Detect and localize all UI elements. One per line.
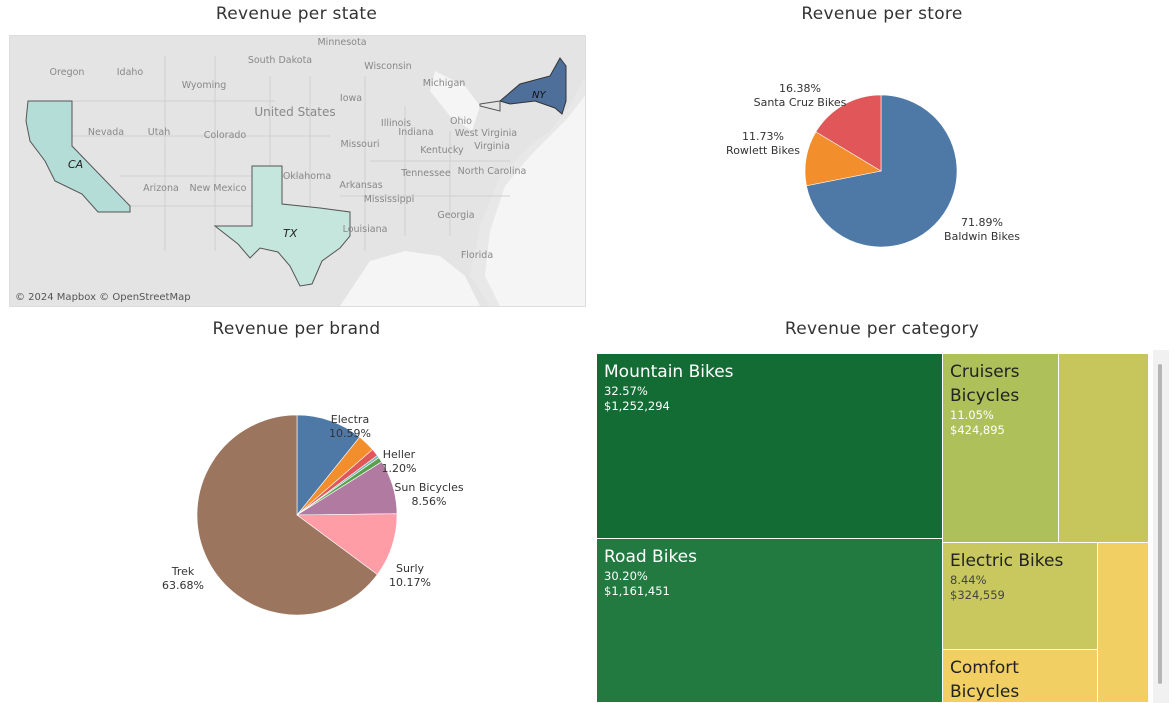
map-credit: © 2024 Mapbox © OpenStreetMap bbox=[15, 292, 191, 303]
state-ca[interactable] bbox=[25, 100, 131, 213]
store-slice-santa-cruz-bikes[interactable] bbox=[815, 94, 882, 172]
brand-label-electra: Electra bbox=[331, 413, 369, 426]
map-label-georgia: Georgia bbox=[437, 210, 474, 221]
brand-label-heller: Heller bbox=[383, 448, 416, 461]
brand-label-pct-surly: 10.17% bbox=[389, 576, 431, 589]
store-pie-chart: 16.38% Santa Cruz Bikes 11.73% Rowlett B… bbox=[726, 82, 1020, 248]
title-revenue-per-store: Revenue per store bbox=[801, 4, 963, 24]
map-label-iowa: Iowa bbox=[340, 93, 362, 104]
map-label-north-carolina: North Carolina bbox=[458, 166, 527, 177]
treemap-cell-electric-bikes[interactable]: Electric Bikes 8.44% $324,559 bbox=[943, 543, 1098, 650]
map-label-colorado: Colorado bbox=[204, 130, 247, 141]
treemap-cell-cruisers-bicycles[interactable]: Cruisers Bicycles 11.05% $424,895 bbox=[943, 354, 1059, 543]
map-label-missouri: Missouri bbox=[340, 139, 379, 150]
title-revenue-per-brand: Revenue per brand bbox=[212, 319, 381, 339]
cell-name: Comfort Bicycles bbox=[950, 658, 1020, 702]
brand-slice-electra[interactable] bbox=[296, 414, 361, 516]
map-water-lakes bbox=[430, 71, 480, 131]
state-ny[interactable] bbox=[498, 57, 567, 115]
store-label-santacruz: Santa Cruz Bikes bbox=[754, 96, 847, 109]
store-label-baldwin: Baldwin Bikes bbox=[944, 230, 1020, 243]
title-revenue-per-state: Revenue per state bbox=[215, 4, 378, 24]
brand-label-surly: Surly bbox=[396, 562, 425, 575]
map-label-mississippi: Mississippi bbox=[364, 194, 415, 205]
cell-value: $1,161,451 bbox=[604, 584, 670, 598]
brand-label-pct-electra: 10.59% bbox=[329, 427, 371, 440]
treemap-cell-unlabeled-1[interactable] bbox=[1059, 354, 1149, 543]
map-water-atlantic bbox=[485, 96, 585, 306]
map-label-illinois: Illinois bbox=[381, 118, 411, 129]
map-water-gulf bbox=[340, 251, 480, 306]
cell-pct: 11.05% bbox=[950, 408, 994, 422]
map-borders bbox=[70, 56, 510, 256]
title-revenue-per-category: Revenue per category bbox=[784, 319, 980, 339]
cell-pct: 8.44% bbox=[950, 573, 987, 587]
label-ca: CA bbox=[68, 158, 83, 171]
scrollbar-thumb[interactable] bbox=[1158, 364, 1162, 684]
cell-value: $1,252,294 bbox=[604, 399, 670, 413]
map-label-indiana: Indiana bbox=[398, 127, 433, 138]
store-label-pct-santacruz: 16.38% bbox=[779, 82, 821, 95]
label-ny: NY bbox=[532, 90, 546, 101]
vertical-scrollbar[interactable] bbox=[1153, 350, 1169, 703]
treemap-cell-comfort-bicycles[interactable]: Comfort Bicycles bbox=[943, 650, 1098, 703]
brand-label-trek: Trek bbox=[171, 565, 195, 578]
map-label-oklahoma: Oklahoma bbox=[283, 171, 331, 182]
store-label-pct-rowlett: 11.73% bbox=[742, 130, 784, 143]
map-label-minnesota: Minnesota bbox=[317, 37, 366, 48]
map-label-michigan: Michigan bbox=[423, 78, 466, 89]
map-label-west-virginia: West Virginia bbox=[455, 128, 517, 139]
treemap-cell-mountain-bikes[interactable]: Mountain Bikes 32.57% $1,252,294 bbox=[597, 354, 943, 539]
map-bg-labels: Minnesota South Dakota Wisconsin Michigan Or… bbox=[50, 37, 527, 261]
cell-value: $324,559 bbox=[950, 588, 1005, 602]
cell-name: Electric Bikes bbox=[950, 551, 1064, 571]
map-label-south-dakota: South Dakota bbox=[248, 55, 312, 66]
map-label-utah: Utah bbox=[148, 127, 171, 138]
map-label-nevada: Nevada bbox=[88, 127, 124, 138]
cell-pct: 32.57% bbox=[604, 384, 648, 398]
map-label-florida: Florida bbox=[461, 250, 493, 261]
brand-label-pct-heller: 1.20% bbox=[382, 462, 417, 475]
map-label-wisconsin: Wisconsin bbox=[364, 61, 411, 72]
map-label-tennessee: Tennessee bbox=[400, 168, 451, 179]
store-slice-baldwin-bikes[interactable] bbox=[806, 94, 958, 248]
map-label-arizona: Arizona bbox=[143, 183, 179, 194]
state-map[interactable]: CA TX NY Minnesota South Dakota Wisconsin M… bbox=[9, 35, 586, 307]
cell-name: Road Bikes bbox=[604, 547, 698, 567]
treemap-cell-unlabeled-2[interactable] bbox=[1098, 543, 1149, 703]
map-label-new-mexico: New Mexico bbox=[190, 183, 247, 194]
map-label-wyoming: Wyoming bbox=[182, 80, 227, 91]
brand-label-sun: Sun Bicycles bbox=[394, 481, 463, 494]
map-label-virginia: Virginia bbox=[474, 141, 510, 152]
cell-name: Mountain Bikes bbox=[604, 362, 734, 382]
map-label-louisiana: Louisiana bbox=[343, 224, 388, 235]
map-label-united-states: United States bbox=[254, 105, 335, 119]
label-tx: TX bbox=[283, 227, 298, 240]
map-label-oregon: Oregon bbox=[50, 67, 85, 78]
cell-pct: 30.20% bbox=[604, 569, 648, 583]
map-label-ohio: Ohio bbox=[450, 116, 472, 127]
store-label-rowlett: Rowlett Bikes bbox=[726, 144, 800, 157]
category-treemap: Mountain Bikes 32.57% $1,252,294 Road Bi… bbox=[597, 354, 1149, 703]
store-label-pct-baldwin: 71.89% bbox=[961, 216, 1003, 229]
treemap-cell-road-bikes[interactable]: Road Bikes 30.20% $1,161,451 bbox=[597, 539, 943, 703]
brand-label-pct-sun: 8.56% bbox=[412, 495, 447, 508]
map-label-kentucky: Kentucky bbox=[420, 145, 464, 156]
map-label-arkansas: Arkansas bbox=[339, 180, 382, 191]
state-pa-hint bbox=[479, 100, 501, 112]
brand-slice-trek[interactable] bbox=[196, 414, 378, 616]
cell-value: $424,895 bbox=[950, 423, 1005, 437]
state-tx[interactable] bbox=[213, 165, 351, 287]
map-label-idaho: Idaho bbox=[117, 67, 144, 78]
brand-label-pct-trek: 63.68% bbox=[162, 579, 204, 592]
brand-pie-chart: Electra 10.59% Heller 1.20% Sun Bicycles… bbox=[162, 413, 464, 616]
cell-name: Cruisers Bicycles bbox=[950, 362, 1020, 406]
